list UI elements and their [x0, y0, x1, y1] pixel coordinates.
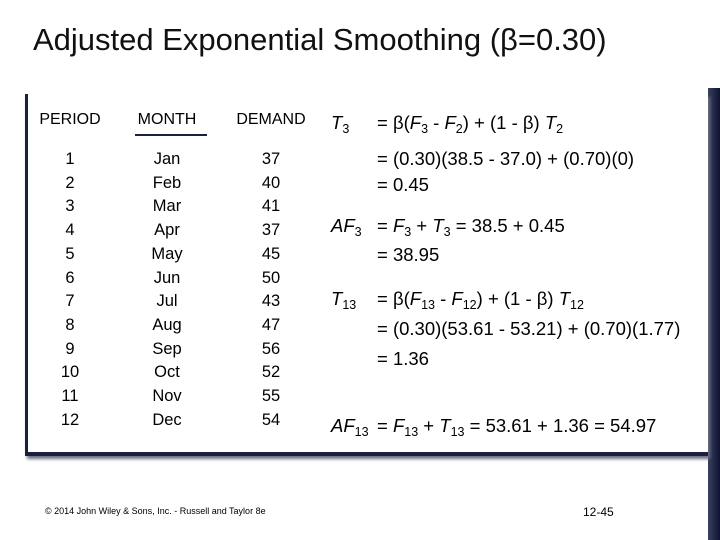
- text: -: [428, 112, 445, 133]
- table-cell: 56: [261, 339, 281, 358]
- text: = β(: [377, 112, 410, 133]
- formula-label: AF3: [331, 215, 362, 239]
- table-cell: 11: [61, 387, 79, 405]
- table-cell: 45: [261, 244, 281, 263]
- table-cell: 52: [261, 363, 281, 382]
- table-cell: 37: [261, 150, 281, 168]
- text: =: [377, 415, 393, 436]
- symbol: T: [432, 215, 444, 236]
- subscript: 3: [443, 225, 451, 239]
- symbol: AF: [331, 215, 355, 236]
- table-cell: Jun: [153, 268, 181, 287]
- table-cell: 9: [65, 339, 75, 358]
- table-cell: Feb: [152, 173, 182, 192]
- subscript: 3: [404, 225, 412, 239]
- subscript: 13: [450, 425, 465, 439]
- subscript: 3: [354, 225, 362, 239]
- column-header: PERIOD: [39, 111, 101, 128]
- table-cell: 50: [261, 268, 281, 287]
- table-cell: May: [151, 244, 183, 263]
- text: +: [418, 415, 440, 436]
- text: = 53.61 + 1.36 = 54.97: [464, 415, 657, 436]
- table-cell: 4: [65, 221, 75, 240]
- text: =: [377, 215, 393, 236]
- subscript: 2: [556, 122, 564, 136]
- symbol: T: [439, 415, 451, 436]
- symbol: T: [558, 288, 571, 309]
- text: = 38.5 + 0.45: [450, 215, 565, 236]
- formula-line: = β(F13 - F12) + (1 - β) T12: [377, 288, 584, 312]
- column-header: DEMAND: [236, 111, 306, 128]
- table-cell: Nov: [152, 387, 182, 405]
- table-cell: 6: [65, 268, 75, 287]
- table-cell: 41: [261, 197, 281, 216]
- subscript: 3: [342, 122, 350, 136]
- formula-line: = F3 + T3 = 38.5 + 0.45: [377, 215, 565, 239]
- formula-line: = 38.95: [377, 244, 440, 265]
- table-cell: Oct: [154, 363, 180, 382]
- symbol: F: [392, 215, 405, 236]
- symbol: T: [544, 112, 557, 133]
- header-rule: [135, 134, 207, 136]
- table-cell: Sep: [152, 339, 182, 358]
- subscript: 3: [421, 122, 429, 136]
- subscript: 2: [455, 122, 463, 136]
- symbol: F: [392, 415, 405, 436]
- subscript: 12: [462, 298, 477, 312]
- formula-label: T3: [331, 112, 349, 136]
- table-cell: 54: [261, 410, 281, 429]
- frame-bar: [708, 88, 720, 540]
- table-cell: 1: [65, 150, 75, 168]
- symbol: AF: [331, 415, 355, 436]
- formula-line: = β(F3 - F2) + (1 - β) T2: [377, 112, 563, 136]
- table-cell: 2: [65, 173, 75, 192]
- symbol: T: [331, 288, 343, 309]
- subscript: 13: [342, 298, 357, 312]
- table-cell: Aug: [152, 315, 182, 334]
- slide-title: Adjusted Exponential Smoothing (β=0.30): [33, 22, 607, 57]
- text: ) + (1 - β): [462, 112, 545, 133]
- table-cell: Apr: [154, 221, 180, 240]
- subscript: 12: [570, 298, 584, 312]
- table-cell: Jan: [153, 150, 181, 168]
- formula-line: = 0.45: [377, 174, 429, 195]
- table-cell: 3: [65, 197, 75, 216]
- table-cell: 10: [60, 363, 80, 382]
- copyright: © 2014 John Wiley & Sons, Inc. - Russell…: [45, 506, 266, 516]
- column-header: MONTH: [137, 111, 197, 128]
- symbol: F: [444, 112, 456, 133]
- table-cell: 47: [261, 315, 281, 334]
- formula-label: T13: [331, 288, 356, 312]
- table-cell: 37: [261, 221, 281, 240]
- formula-line: = (0.30)(38.5 - 37.0) + (0.70)(0): [377, 148, 635, 169]
- subscript: 13: [354, 425, 369, 439]
- table-cell: 43: [261, 292, 281, 311]
- subscript: 13: [404, 425, 419, 439]
- table-cell: 40: [261, 173, 281, 192]
- table-cell: 12: [60, 410, 80, 429]
- table-cell: Jul: [156, 292, 178, 311]
- text: +: [411, 215, 433, 236]
- symbol: F: [409, 288, 422, 309]
- table-cell: Mar: [152, 197, 182, 216]
- table-cell: Dec: [152, 410, 182, 429]
- page-number: 12-45: [583, 505, 614, 519]
- symbol: T: [331, 112, 343, 133]
- table-cell: 8: [65, 315, 75, 334]
- formula-line: = 1.36: [377, 348, 429, 369]
- content-frame: [25, 94, 708, 456]
- text: ) + (1 - β): [476, 288, 559, 309]
- subscript: 13: [421, 298, 435, 312]
- symbol: F: [409, 112, 422, 133]
- formula-line: = F13 + T13 = 53.61 + 1.36 = 54.97: [377, 415, 656, 439]
- text: -: [434, 288, 452, 309]
- table-cell: 7: [65, 292, 75, 311]
- formula-label: AF13: [331, 415, 369, 439]
- symbol: F: [451, 288, 463, 309]
- table-cell: 5: [65, 244, 75, 263]
- table-cell: 55: [261, 387, 281, 405]
- formula-line: = (0.30)(53.61 - 53.21) + (0.70)(1.77): [377, 318, 681, 339]
- text: = β(: [377, 288, 410, 309]
